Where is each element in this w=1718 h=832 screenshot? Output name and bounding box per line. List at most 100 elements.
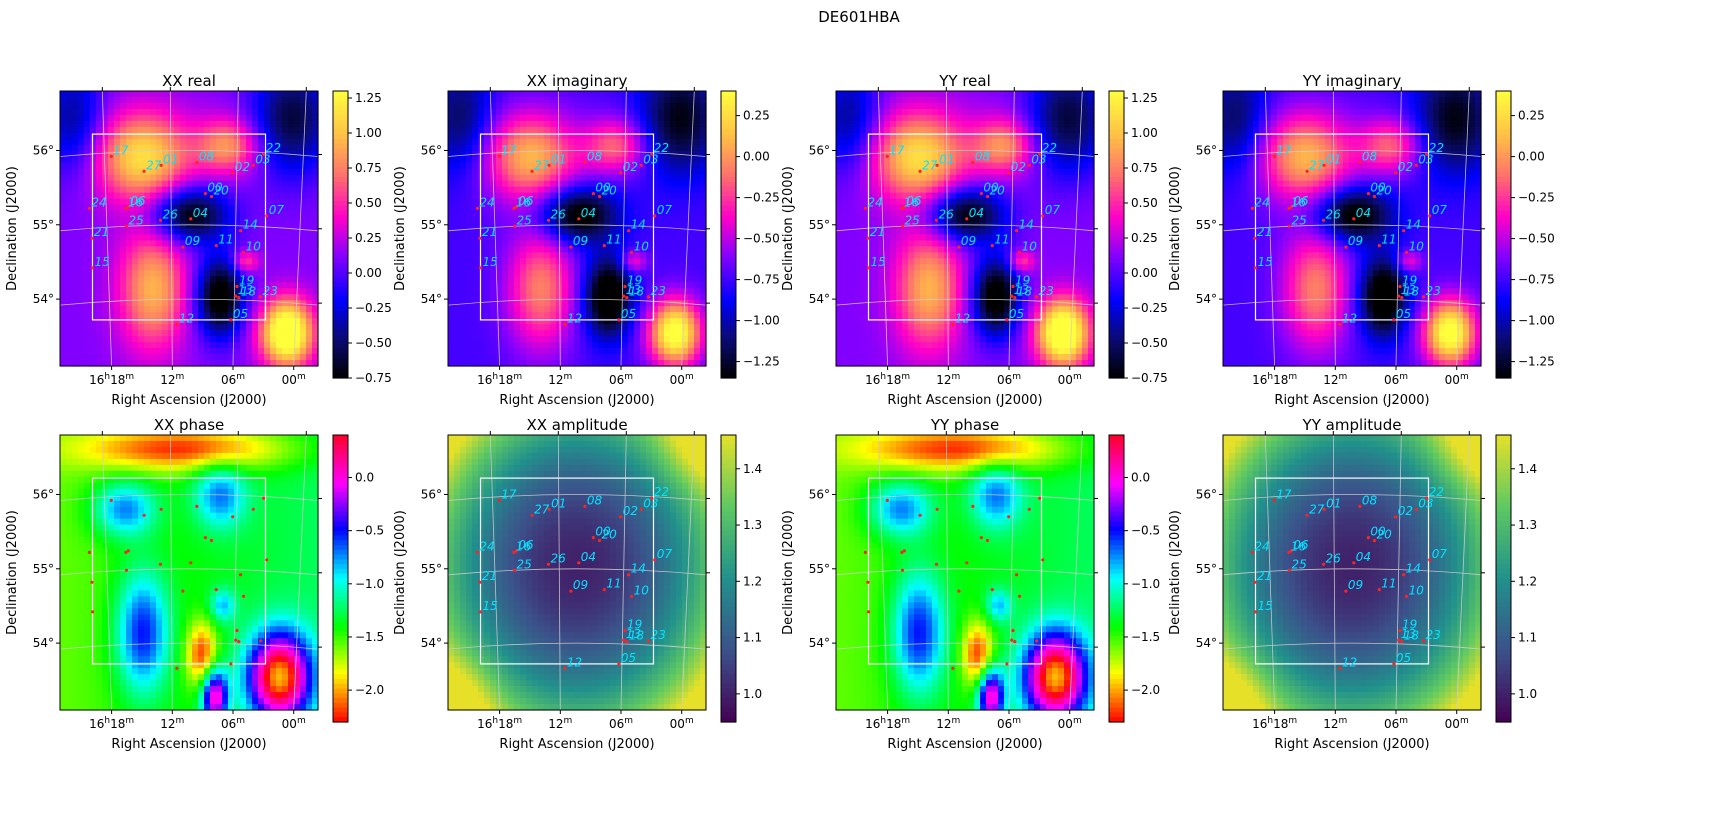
heatmap-cell xyxy=(186,228,193,236)
heatmap-cell xyxy=(550,156,557,164)
heatmap-cell xyxy=(592,132,599,140)
heatmap-cell xyxy=(240,192,247,200)
heatmap-cell xyxy=(682,204,689,212)
heatmap-cell xyxy=(96,258,103,265)
heatmap-cell xyxy=(478,96,485,104)
heatmap-cell xyxy=(550,336,557,343)
heatmap-cell xyxy=(658,216,665,224)
heatmap-cell xyxy=(282,198,289,206)
heatmap-cell xyxy=(502,96,509,104)
heatmap-cell xyxy=(174,186,181,194)
heatmap-cell xyxy=(640,258,647,265)
heatmap-cell xyxy=(466,270,473,277)
station-label: 26 xyxy=(163,207,179,221)
station-label: 23 xyxy=(651,284,666,298)
heatmap-cell xyxy=(646,126,653,134)
heatmap-cell xyxy=(878,144,885,152)
heatmap-cell xyxy=(126,102,133,110)
heatmap-cell xyxy=(186,204,193,212)
heatmap-cell xyxy=(484,192,491,200)
heatmap-cell xyxy=(1070,168,1077,176)
heatmap-cell xyxy=(258,192,265,200)
heatmap-cell xyxy=(96,96,103,104)
heatmap-cell xyxy=(138,234,145,242)
heatmap-cell xyxy=(448,162,455,170)
heatmap-cell xyxy=(168,102,175,110)
heatmap-cell xyxy=(688,342,695,349)
heatmap-cell xyxy=(520,108,527,116)
heatmap-cell xyxy=(96,342,103,349)
heatmap-cell xyxy=(210,312,217,319)
heatmap-cell xyxy=(502,198,509,206)
heatmap-cell xyxy=(448,258,455,265)
heatmap-cell xyxy=(622,252,629,259)
heatmap-cell xyxy=(622,246,629,254)
heatmap-cell xyxy=(252,222,259,230)
heatmap-cell xyxy=(186,120,193,128)
heatmap-cell xyxy=(454,198,461,206)
heatmap-cell xyxy=(264,168,271,176)
heatmap-cell xyxy=(598,222,605,230)
heatmap-cell xyxy=(908,102,915,110)
heatmap-cell xyxy=(884,168,891,176)
heatmap-cell xyxy=(496,276,503,283)
heatmap-cell xyxy=(1088,114,1095,122)
heatmap-cell xyxy=(90,96,97,104)
heatmap-cell xyxy=(246,168,253,176)
heatmap-cell xyxy=(102,288,109,295)
heatmap-cell xyxy=(168,144,175,152)
heatmap-cell xyxy=(622,210,629,218)
station-marker xyxy=(623,284,627,289)
colorbar-segment xyxy=(721,349,736,355)
heatmap-cell xyxy=(78,252,85,259)
heatmap-cell xyxy=(598,324,605,331)
heatmap-cell xyxy=(78,246,85,254)
heatmap-cell xyxy=(72,282,79,289)
heatmap-cell xyxy=(532,186,539,194)
heatmap-cell xyxy=(836,132,843,140)
colorbar-tick-label: 0.25 xyxy=(355,231,382,245)
heatmap-cell xyxy=(628,348,635,355)
heatmap-cell xyxy=(610,198,617,206)
heatmap-cell xyxy=(246,354,253,361)
ra-tick-label: 16h18m xyxy=(477,372,522,387)
heatmap-cell xyxy=(240,240,247,248)
station-label: 11 xyxy=(218,233,233,247)
heatmap-cell xyxy=(568,96,575,104)
heatmap-cell xyxy=(520,240,527,248)
heatmap-cell xyxy=(878,150,885,158)
heatmap-cell xyxy=(288,336,295,343)
heatmap-cell xyxy=(896,120,903,128)
heatmap-cell xyxy=(102,204,109,212)
heatmap-cell xyxy=(628,288,635,295)
heatmap-cell xyxy=(544,264,551,271)
heatmap-cell xyxy=(132,282,139,289)
heatmap-cell xyxy=(592,252,599,259)
heatmap-cell xyxy=(694,144,701,152)
heatmap-cell xyxy=(592,126,599,134)
heatmap-cell xyxy=(538,312,545,319)
heatmap-cell xyxy=(908,138,915,146)
heatmap-cell xyxy=(640,348,647,355)
heatmap-cell xyxy=(490,246,497,254)
heatmap-cell xyxy=(1046,156,1053,164)
heatmap-cell xyxy=(538,288,545,295)
heatmap-cell xyxy=(228,108,235,116)
heatmap-cell xyxy=(1064,132,1071,140)
heatmap-cell xyxy=(580,216,587,224)
heatmap-cell xyxy=(102,240,109,248)
heatmap-cell xyxy=(204,114,211,122)
heatmap-cell xyxy=(306,306,313,313)
heatmap-cell xyxy=(676,156,683,164)
heatmap-cell xyxy=(1016,174,1023,182)
heatmap-cell xyxy=(574,324,581,331)
heatmap-cell xyxy=(210,252,217,259)
heatmap-cell xyxy=(508,102,515,110)
heatmap-cell xyxy=(1070,120,1077,128)
heatmap-cell xyxy=(300,216,307,224)
heatmap-cell xyxy=(222,96,229,104)
heatmap-cell xyxy=(252,102,259,110)
colorbar-segment xyxy=(333,258,348,264)
heatmap-cell xyxy=(556,162,563,170)
